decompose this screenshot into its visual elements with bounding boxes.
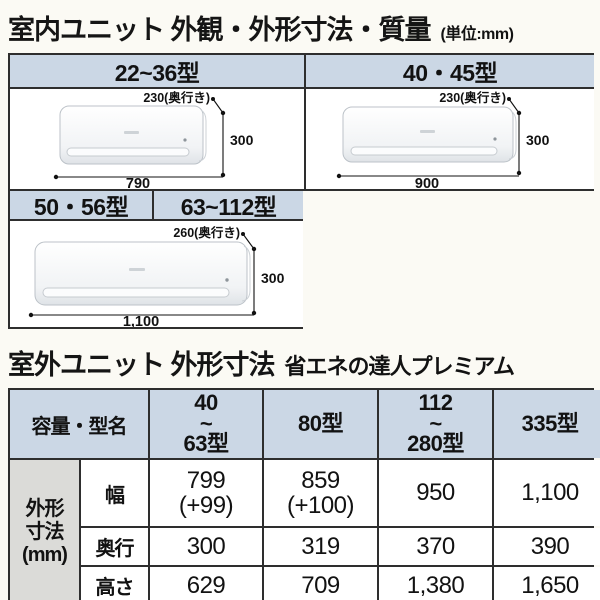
width-dimension-label: 790: [126, 176, 150, 189]
indoor-unit-diagram-22-36: 230(奥行き) 300 790: [10, 89, 304, 189]
depth-dimension-label: 230(奥行き): [439, 90, 506, 105]
unit-side-shade: [241, 245, 251, 302]
height-value-112-280: 1,380: [379, 567, 492, 600]
row-label-height: 高さ: [81, 567, 148, 600]
height-dimension-label: 300: [261, 270, 285, 286]
indoor-section-title: 室内ユニット 外観・外形寸法・質量 (単位:mm): [8, 8, 592, 47]
indoor-title: 室内ユニット 外観・外形寸法・質量: [8, 15, 432, 45]
capacity-model-header: 容量・型名: [10, 390, 148, 458]
depth-value-112-280: 370: [379, 528, 492, 565]
outdoor-title: 室外ユニット 外形寸法: [8, 350, 276, 380]
depth-value-80: 319: [264, 528, 377, 565]
outdoor-section-title: 室外ユニット 外形寸法 省エネの達人プレミアム: [8, 343, 592, 382]
model-col-80: 80型: [264, 390, 377, 458]
unit-side-shade: [508, 110, 517, 160]
width-dimension-label: 900: [415, 176, 439, 189]
unit-indicator: [183, 138, 187, 142]
indoor-unit-diagram-40-45: 230(奥行き) 300 900: [306, 89, 594, 189]
height-value-80: 709: [264, 567, 377, 600]
width-dimension-label: 1,100: [123, 314, 159, 327]
unit-logo: [124, 131, 139, 134]
row-label-depth: 奥行: [81, 528, 148, 565]
height-dimension-label: 300: [230, 132, 254, 148]
depth-value-335: 390: [494, 528, 600, 565]
depth-dimension-label: 260(奥行き): [173, 225, 240, 240]
row-label-width: 幅: [81, 460, 148, 526]
unit-vent: [350, 146, 498, 156]
height-value-335: 1,650: [494, 567, 600, 600]
model-header-22-36: 22~36型: [10, 55, 304, 87]
ac-unit-illustration: 230(奥行き) 300 790: [53, 90, 254, 189]
model-header-63-112: 63~112型: [154, 191, 303, 220]
indoor-table-bottom: 50・56型 63~112型 260(奥行き) 300 1,100: [8, 191, 303, 329]
model-col-40-63: 40 ~ 63型: [150, 390, 262, 458]
width-value-112-280: 950: [379, 460, 492, 526]
unit-vent: [66, 147, 190, 157]
width-value-80: 859 (+100): [264, 460, 377, 526]
model-col-335: 335型: [494, 390, 600, 458]
indoor-unit-note: (単位:mm): [440, 26, 514, 43]
indoor-table-top: 22~36型 40・45型 230(奥行き) 300 790: [8, 53, 594, 191]
outdoor-subtitle: 省エネの達人プレミアム: [284, 354, 515, 379]
width-value-40-63: 799 (+99): [150, 460, 262, 526]
unit-indicator: [493, 137, 497, 141]
ac-unit-illustration: 260(奥行き) 300 1,100: [28, 225, 285, 327]
dimension-group-label: 外形 寸法 (mm): [10, 460, 79, 600]
unit-indicator: [225, 278, 229, 282]
height-value-40-63: 629: [150, 567, 262, 600]
model-header-40-45: 40・45型: [306, 55, 594, 87]
unit-side-shade: [198, 109, 207, 162]
unit-logo: [129, 268, 145, 271]
model-col-112-280: 112 ~ 280型: [379, 390, 492, 458]
outdoor-dimensions-table: 容量・型名 40 ~ 63型 80型 112 ~ 280型 335型 外形 寸法…: [8, 388, 600, 600]
depth-value-40-63: 300: [150, 528, 262, 565]
width-value-335: 1,100: [494, 460, 600, 526]
indoor-unit-diagram-63-112: 260(奥行き) 300 1,100: [10, 221, 303, 327]
unit-logo: [420, 130, 435, 133]
ac-unit-illustration: 230(奥行き) 300 900: [336, 90, 550, 189]
depth-dimension-label: 230(奥行き): [143, 90, 210, 105]
model-header-50-56: 50・56型: [10, 191, 152, 220]
height-dimension-label: 300: [526, 132, 550, 148]
unit-vent: [42, 287, 230, 298]
